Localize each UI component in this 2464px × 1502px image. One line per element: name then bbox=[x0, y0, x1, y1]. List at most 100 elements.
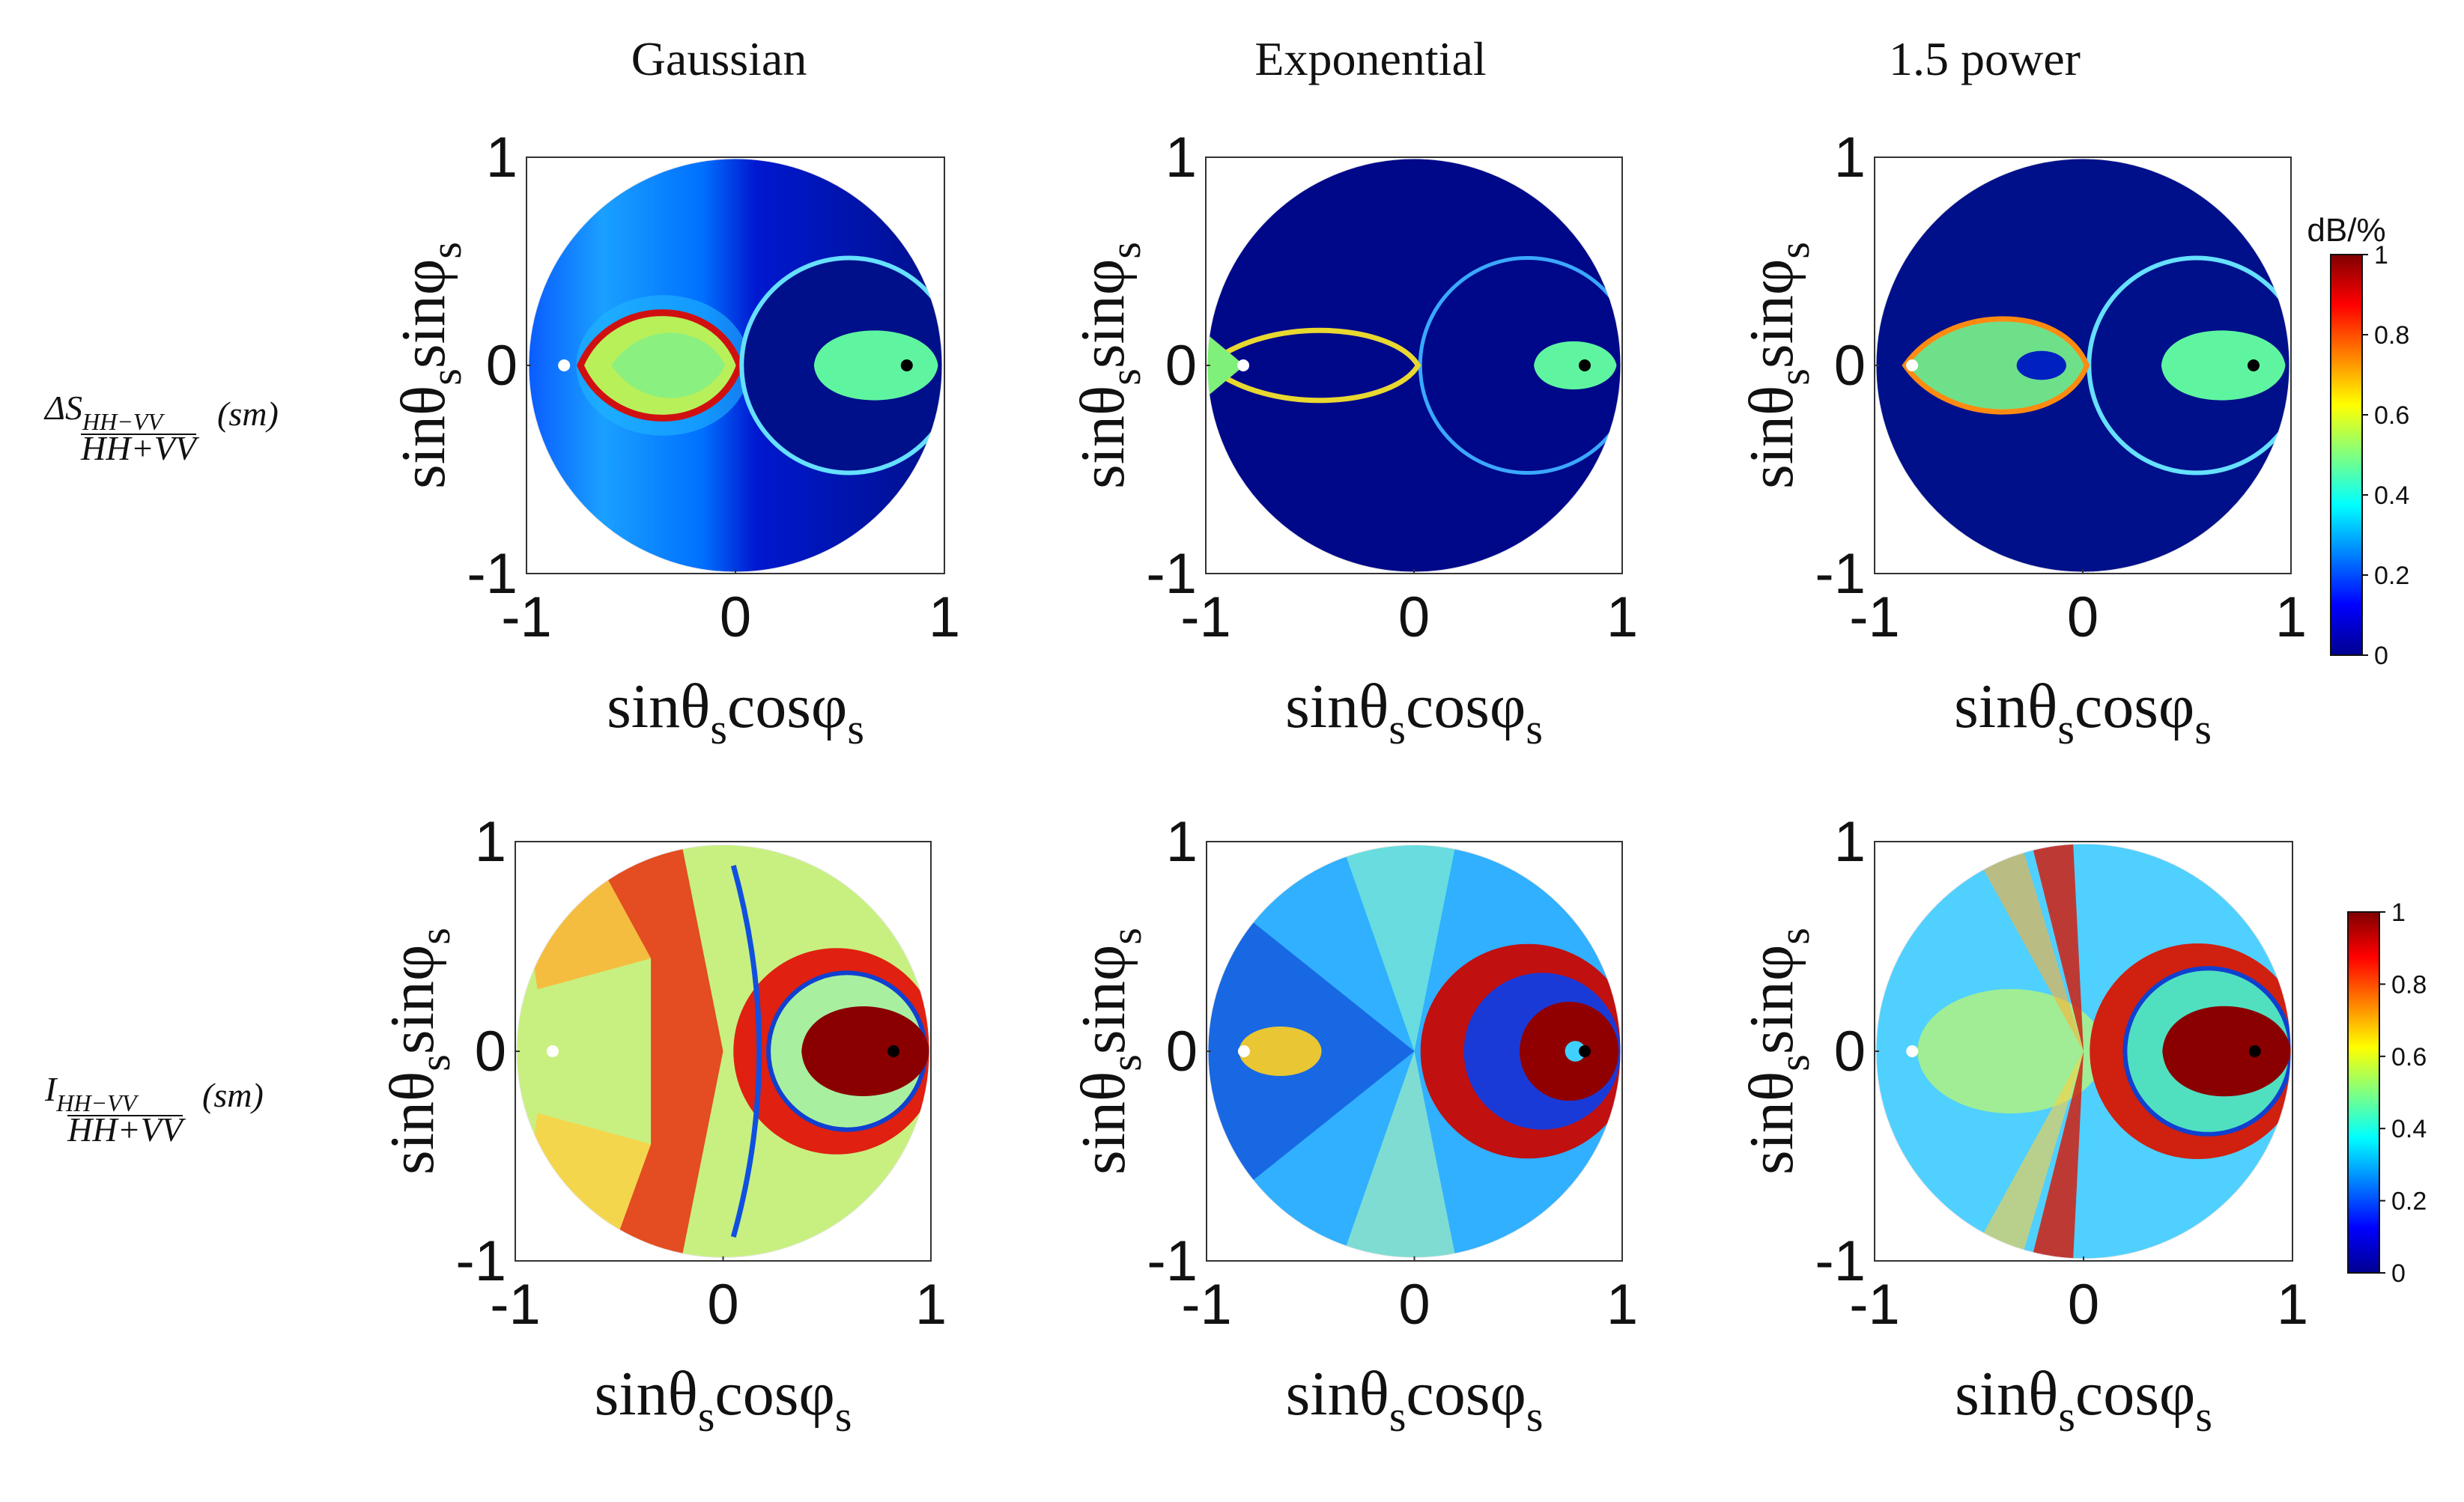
colorbar-tick-label: 0.6 bbox=[2391, 1043, 2427, 1071]
x-tick-label: -1 bbox=[1849, 586, 1900, 649]
colorbar-tick-label: 0.8 bbox=[2374, 321, 2409, 350]
colorbar-tick-label: 0.4 bbox=[2391, 1115, 2427, 1143]
panel-4: -1 0 1 1 0 -1 sinθscosφs sinθssinφs bbox=[377, 810, 947, 1441]
specular-marker bbox=[900, 359, 913, 371]
x-axis-label: sinθscosφs bbox=[595, 1359, 852, 1441]
y-tick-label: 1 bbox=[475, 810, 506, 874]
heatmap-fill bbox=[1207, 159, 1621, 572]
y-tick-label: 0 bbox=[1166, 1020, 1198, 1083]
incident-marker bbox=[1906, 359, 1919, 371]
specular-marker bbox=[1579, 1045, 1591, 1057]
specular-marker bbox=[2247, 359, 2260, 371]
panel-1: -1 0 1 1 0 -1 sinθscosφs sinθssinφs bbox=[389, 126, 960, 753]
x-tick-label: 1 bbox=[915, 1273, 947, 1337]
y-tick-label: 1 bbox=[1834, 810, 1866, 874]
y-axis-label: sinθssinφs bbox=[377, 928, 459, 1175]
incident-marker bbox=[1237, 359, 1250, 371]
heatmap-fill bbox=[517, 845, 929, 1258]
specular-marker bbox=[2248, 1045, 2261, 1057]
row-label-i-den: HH+VV bbox=[67, 1110, 186, 1149]
colorbar-top: dB/% 1 0.8 0.6 0.4 0.2 0 bbox=[2307, 212, 2409, 670]
y-tick-label: -1 bbox=[467, 542, 518, 606]
incident-marker bbox=[558, 359, 571, 371]
x-tick-label: 1 bbox=[929, 586, 960, 649]
colorbar-tick-label: 0 bbox=[2374, 642, 2388, 670]
y-tick-label: 1 bbox=[486, 126, 518, 189]
heatmap-fill bbox=[1876, 844, 2291, 1259]
x-tick-label: 1 bbox=[1606, 1273, 1638, 1337]
x-tick-label: 0 bbox=[2068, 1273, 2099, 1337]
x-axis-label: sinθscosφs bbox=[1285, 672, 1543, 753]
column-title-exponential: Exponential bbox=[1254, 32, 1486, 85]
colorbar-tick-label: 0.4 bbox=[2374, 481, 2409, 510]
panel-2: -1 0 1 1 0 -1 sinθscosφs sinθssinφs bbox=[1068, 126, 1638, 753]
colorbar-tick-label: 0 bbox=[2391, 1259, 2406, 1288]
x-tick-label: -1 bbox=[1849, 1273, 1900, 1337]
y-axis-label: sinθssinφs bbox=[389, 242, 470, 489]
y-tick-label: 0 bbox=[1165, 334, 1197, 398]
y-axis-label: sinθssinφs bbox=[1737, 928, 1818, 1175]
y-axis-label: sinθssinφs bbox=[1737, 242, 1818, 489]
x-axis-label: sinθscosφs bbox=[1954, 672, 2212, 753]
x-tick-label: 0 bbox=[707, 1273, 738, 1337]
row-label-delta-s-sub: HH−VV bbox=[82, 408, 165, 435]
colorbar-bottom: 1 0.8 0.6 0.4 0.2 0 bbox=[2347, 899, 2427, 1288]
svg-text:IHH−VV: IHH−VV bbox=[44, 1070, 139, 1116]
row-label-i-sub: HH−VV bbox=[55, 1089, 139, 1116]
svg-text:ΔSHH−VV: ΔSHH−VV bbox=[43, 389, 165, 435]
y-tick-label: -1 bbox=[455, 1229, 506, 1293]
colorbar-top-gradient bbox=[2330, 254, 2363, 656]
x-axis-label: sinθscosφs bbox=[1286, 1359, 1544, 1441]
colorbar-tick-label: 0.8 bbox=[2391, 970, 2427, 999]
specular-marker bbox=[887, 1045, 900, 1057]
y-tick-label: 0 bbox=[486, 334, 518, 398]
x-tick-label: 0 bbox=[720, 586, 751, 649]
heatmap-fill bbox=[1208, 845, 1621, 1258]
y-tick-label: 0 bbox=[1834, 1020, 1866, 1083]
colorbar-tick-label: 0.6 bbox=[2374, 401, 2409, 430]
y-tick-label: -1 bbox=[1815, 1229, 1866, 1293]
panels: -1 0 1 1 0 -1 sinθscosφs sinθssinφs -1 0 1 1 0 -1 sinθ… bbox=[377, 126, 2308, 1441]
x-tick-label: -1 bbox=[501, 586, 552, 649]
colorbar-top-unit: dB/% bbox=[2307, 212, 2385, 249]
y-tick-label: 0 bbox=[1834, 334, 1866, 398]
heatmap-fill bbox=[529, 159, 942, 572]
row-label-delta-s-den: HH+VV bbox=[80, 429, 200, 467]
incident-marker bbox=[1906, 1045, 1919, 1057]
y-axis-label: sinθssinφs bbox=[1068, 242, 1150, 489]
y-tick-label: 1 bbox=[1166, 810, 1198, 874]
x-tick-label: -1 bbox=[1180, 586, 1231, 649]
colorbar-tick-label: 0.2 bbox=[2391, 1188, 2427, 1216]
x-tick-label: 1 bbox=[1606, 586, 1638, 649]
y-tick-label: -1 bbox=[1147, 1229, 1198, 1293]
heatmap-fill bbox=[1876, 159, 2289, 572]
row-label-delta-s: ΔSHH−VV HH+VV (sm) bbox=[43, 389, 279, 467]
incident-marker bbox=[546, 1045, 559, 1057]
y-tick-label: 1 bbox=[1165, 126, 1197, 189]
colorbar-bottom-gradient bbox=[2347, 911, 2380, 1274]
colorbar-tick-label: 1 bbox=[2374, 241, 2388, 270]
x-tick-label: -1 bbox=[490, 1273, 541, 1337]
colorbar-tick-label: 0.2 bbox=[2374, 562, 2409, 590]
x-tick-label: 1 bbox=[2275, 586, 2307, 649]
y-tick-label: 1 bbox=[1834, 126, 1866, 189]
x-axis-label: sinθscosφs bbox=[1955, 1359, 2212, 1441]
y-tick-label: 0 bbox=[475, 1020, 506, 1083]
incident-marker bbox=[1237, 1045, 1250, 1057]
panel-5: -1 0 1 1 0 -1 sinθscosφs sinθssinφs bbox=[1069, 810, 1638, 1441]
row-label-i-main: I bbox=[44, 1070, 58, 1108]
colorbar-tick-label: 1 bbox=[2391, 899, 2406, 927]
y-tick-label: -1 bbox=[1815, 542, 1866, 606]
x-tick-label: 0 bbox=[1398, 586, 1430, 649]
row-label-i-paren: (sm) bbox=[202, 1076, 264, 1114]
y-tick-label: -1 bbox=[1146, 542, 1197, 606]
panel-6: -1 0 1 1 0 -1 sinθscosφs sinθssinφs bbox=[1737, 810, 2308, 1441]
row-label-delta-s-paren: (sm) bbox=[217, 395, 279, 433]
column-title-1p5-power: 1.5 power bbox=[1889, 32, 2081, 85]
row-label-delta-s-main: ΔS bbox=[43, 389, 82, 427]
x-axis-label: sinθscosφs bbox=[607, 672, 864, 753]
x-tick-label: 0 bbox=[1398, 1273, 1430, 1337]
x-tick-label: -1 bbox=[1181, 1273, 1232, 1337]
column-title-gaussian: Gaussian bbox=[631, 32, 807, 85]
